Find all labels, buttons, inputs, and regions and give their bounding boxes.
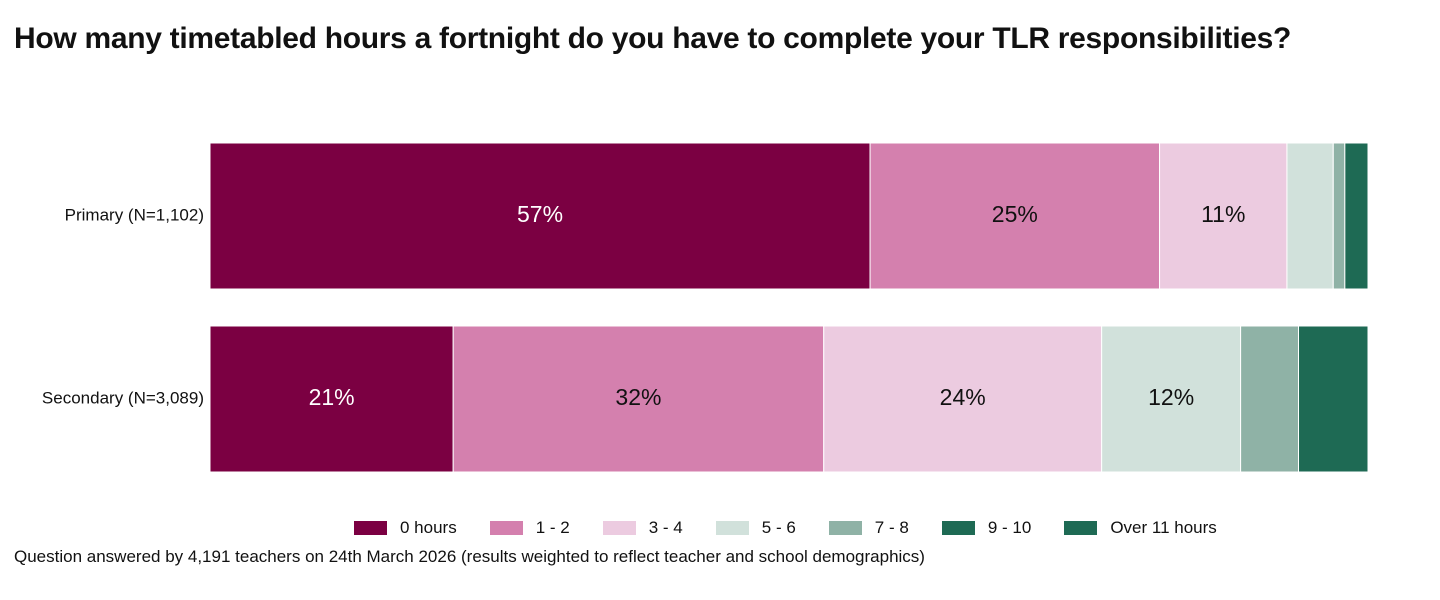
legend-item-over-11-hours: Over 11 hours [1064, 518, 1217, 538]
bar-segment-primary-3-4 [1159, 142, 1288, 290]
legend-swatch-7-8 [828, 521, 862, 535]
legend-swatch-over-11-hours [1064, 521, 1098, 535]
chart-legend: 0 hours 1 - 2 3 - 4 5 - 6 7 - 8 9 - 10 Over 11… [354, 516, 1250, 540]
data-label-primary-3-4: 11% [1201, 201, 1245, 227]
legend-label-9-10: 9 - 10 [987, 518, 1032, 537]
legend-item-0-hours: 0 hours [354, 518, 457, 538]
data-label-primary-0-hours: 57% [517, 201, 563, 227]
bar-segment-primary-0-hours [209, 142, 871, 290]
legend-label-over-11-hours: Over 11 hours [1110, 518, 1217, 537]
bar-segment-primary-1-2 [869, 142, 1161, 290]
bar-segment-secondary-0-hours [209, 325, 454, 473]
legend-label-1-2: 1 - 2 [535, 518, 570, 537]
bar-segment-secondary-3-4 [823, 325, 1103, 473]
legend-swatch-5-6 [715, 521, 749, 535]
bar-segment-secondary-5-6 [1101, 325, 1242, 473]
legend-item-3-4: 3 - 4 [602, 518, 683, 538]
data-label-secondary-5-6: 12% [1148, 384, 1194, 410]
bar-segment-primary-over-11-hours [1344, 142, 1369, 290]
bar-segment-secondary-over-11-hours [1298, 325, 1369, 473]
data-label-secondary-3-4: 24% [940, 384, 986, 410]
footnote: Question answered by 4,191 teachers on 2… [14, 547, 925, 566]
legend-swatch-9-10 [941, 521, 975, 535]
legend-label-0-hours: 0 hours [400, 518, 457, 537]
legend-label-7-8: 7 - 8 [874, 518, 909, 537]
legend-swatch-1-2 [489, 521, 523, 535]
legend-item-9-10: 9 - 10 [941, 518, 1032, 538]
data-label-primary-1-2: 25% [992, 201, 1038, 227]
legend-swatch-3-4 [602, 521, 636, 535]
data-label-secondary-1-2: 32% [615, 384, 661, 410]
legend-item-1-2: 1 - 2 [489, 518, 570, 538]
bar-segment-secondary-1-2 [452, 325, 825, 473]
chart-title: How many timetabled hours a fortnight do… [14, 22, 1292, 55]
legend-item-5-6: 5 - 6 [715, 518, 796, 538]
bar-segment-primary-5-6 [1286, 142, 1334, 290]
legend-label-5-6: 5 - 6 [761, 518, 796, 537]
legend-item-7-8: 7 - 8 [828, 518, 909, 538]
legend-swatch-0-hours [354, 521, 387, 535]
legend-label-3-4: 3 - 4 [648, 518, 683, 537]
data-label-secondary-0-hours: 21% [309, 384, 355, 410]
bar-segment-primary-7-8 [1332, 142, 1346, 290]
category-label-secondary: Secondary (N=3,089) [42, 388, 204, 407]
category-label-primary: Primary (N=1,102) [65, 205, 204, 224]
bar-segment-secondary-7-8 [1240, 325, 1300, 473]
